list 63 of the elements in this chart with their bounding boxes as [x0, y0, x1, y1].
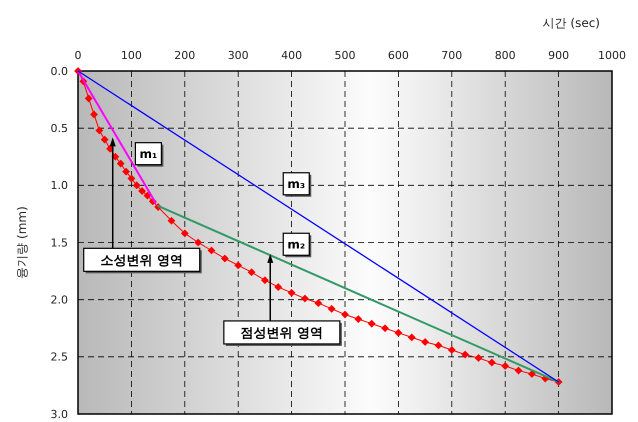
point	[84, 94, 92, 102]
point	[314, 299, 322, 307]
series-label: m₃	[287, 176, 306, 191]
point	[133, 182, 140, 190]
y-tick-label: 1.5	[50, 236, 68, 250]
x-tick-label: 0	[74, 49, 82, 62]
point	[448, 346, 456, 354]
x-tick-label: 500	[334, 49, 356, 62]
x-tick-label: 400	[281, 49, 302, 62]
point	[138, 187, 146, 195]
point	[208, 246, 216, 254]
point	[221, 254, 229, 262]
point	[368, 320, 376, 328]
point	[288, 289, 296, 297]
point	[434, 342, 442, 350]
x-tick-label: 600	[388, 49, 409, 62]
x-tick-label: 300	[228, 49, 249, 62]
series-label: m₁	[140, 146, 158, 161]
point	[474, 354, 482, 362]
point	[274, 283, 282, 291]
point	[381, 324, 389, 332]
x-tick-label: 100	[120, 49, 142, 62]
point	[128, 174, 136, 182]
y-axis-title: 융기량 (mm)	[15, 206, 29, 279]
point	[117, 160, 124, 168]
point	[394, 329, 402, 337]
point	[261, 276, 269, 284]
x-tick-label: 1000	[598, 49, 626, 62]
y-tick-label: 0.0	[50, 64, 68, 78]
point	[144, 192, 152, 200]
point	[168, 217, 176, 224]
point	[421, 338, 429, 346]
point	[328, 305, 336, 313]
point	[514, 366, 522, 374]
point	[122, 168, 130, 176]
series-label: m₂	[287, 237, 306, 252]
y-tick-label: 2.0	[50, 294, 68, 307]
point	[194, 238, 202, 246]
point	[234, 262, 242, 270]
y-tick-label: 3.0	[50, 408, 68, 421]
point	[502, 362, 509, 370]
x-tick-label: 900	[548, 49, 570, 62]
point	[90, 110, 98, 118]
point	[341, 310, 349, 318]
x-tick-label: 800	[494, 49, 516, 62]
point	[408, 334, 416, 342]
point	[528, 370, 536, 378]
point	[96, 126, 104, 134]
y-tick-label: 1.0	[50, 179, 68, 192]
annotation: 점성변위 영역	[240, 326, 324, 341]
point	[301, 294, 309, 302]
x-tick-label: 200	[174, 49, 196, 62]
point	[101, 136, 108, 144]
point	[354, 315, 362, 323]
x-tick-label: 700	[441, 49, 462, 62]
x-axis-title: 시간 (sec)	[542, 16, 600, 30]
point	[181, 230, 188, 238]
y-tick-label: 0.5	[50, 122, 68, 136]
point	[488, 358, 496, 366]
annotation: 소성변위 영역	[100, 253, 183, 268]
point	[461, 350, 469, 358]
y-tick-label: 2.5	[50, 350, 68, 364]
point	[248, 268, 256, 276]
